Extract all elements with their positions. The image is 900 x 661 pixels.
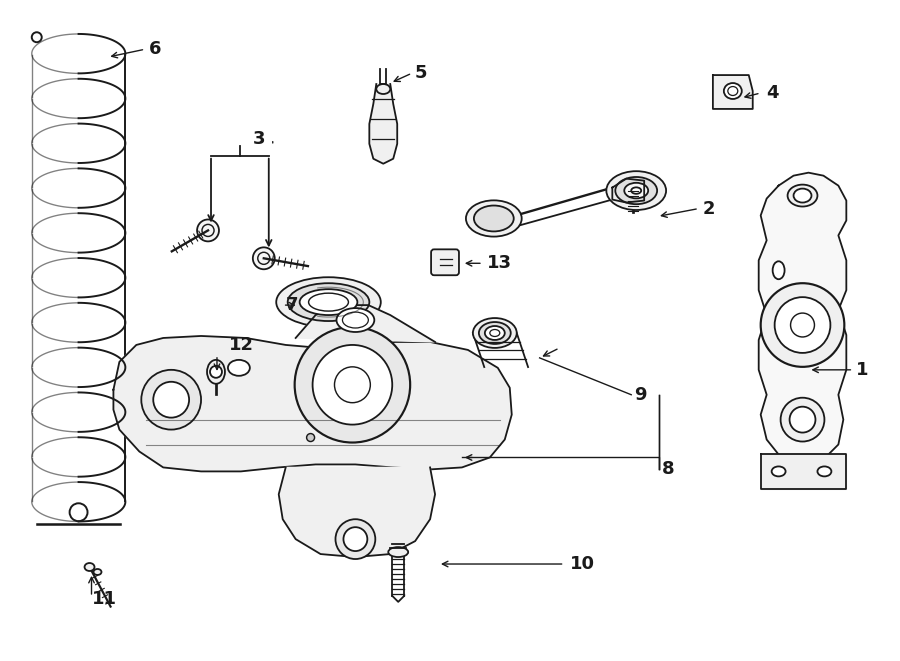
Ellipse shape — [288, 283, 369, 321]
Circle shape — [760, 283, 844, 367]
Circle shape — [312, 345, 392, 424]
Text: 11: 11 — [92, 590, 116, 608]
Circle shape — [141, 370, 201, 430]
Ellipse shape — [207, 360, 225, 384]
Polygon shape — [760, 455, 846, 489]
Ellipse shape — [788, 184, 817, 206]
Circle shape — [336, 519, 375, 559]
Text: 12: 12 — [229, 336, 254, 354]
Ellipse shape — [772, 261, 785, 279]
Ellipse shape — [94, 569, 102, 575]
Ellipse shape — [300, 289, 357, 315]
Polygon shape — [612, 178, 644, 202]
Ellipse shape — [631, 187, 641, 194]
Ellipse shape — [724, 83, 742, 99]
Polygon shape — [113, 336, 512, 471]
Text: 1: 1 — [856, 361, 868, 379]
Ellipse shape — [228, 360, 250, 376]
Text: 9: 9 — [634, 386, 647, 404]
Text: 6: 6 — [149, 40, 162, 58]
Ellipse shape — [488, 215, 500, 222]
Ellipse shape — [376, 84, 391, 94]
Circle shape — [307, 434, 315, 442]
Text: 8: 8 — [662, 461, 675, 479]
Ellipse shape — [309, 293, 348, 311]
Circle shape — [253, 247, 274, 269]
Text: 13: 13 — [487, 254, 512, 272]
Polygon shape — [279, 467, 435, 557]
Ellipse shape — [482, 211, 506, 226]
Ellipse shape — [817, 467, 832, 477]
Ellipse shape — [276, 277, 381, 327]
Circle shape — [775, 297, 831, 353]
Polygon shape — [713, 75, 752, 109]
Ellipse shape — [485, 326, 505, 340]
Polygon shape — [369, 84, 397, 164]
Circle shape — [294, 327, 410, 442]
Ellipse shape — [771, 467, 786, 477]
Ellipse shape — [479, 322, 510, 344]
Ellipse shape — [625, 183, 648, 198]
Ellipse shape — [472, 318, 517, 348]
Text: 10: 10 — [570, 555, 595, 573]
FancyBboxPatch shape — [431, 249, 459, 275]
Polygon shape — [759, 173, 846, 465]
Ellipse shape — [337, 308, 374, 332]
Ellipse shape — [794, 188, 812, 202]
Text: 7: 7 — [285, 296, 298, 314]
Circle shape — [210, 366, 222, 378]
Circle shape — [197, 219, 219, 241]
Circle shape — [780, 398, 824, 442]
Ellipse shape — [85, 563, 94, 571]
Text: 3: 3 — [253, 130, 266, 148]
Ellipse shape — [388, 547, 409, 557]
Ellipse shape — [466, 200, 522, 237]
Text: 5: 5 — [414, 64, 427, 82]
Text: 2: 2 — [703, 200, 716, 217]
Polygon shape — [296, 305, 435, 342]
Ellipse shape — [616, 177, 657, 204]
Circle shape — [789, 407, 815, 432]
Ellipse shape — [607, 171, 666, 210]
Text: 4: 4 — [767, 84, 779, 102]
Circle shape — [153, 382, 189, 418]
Circle shape — [344, 527, 367, 551]
Ellipse shape — [474, 206, 514, 231]
